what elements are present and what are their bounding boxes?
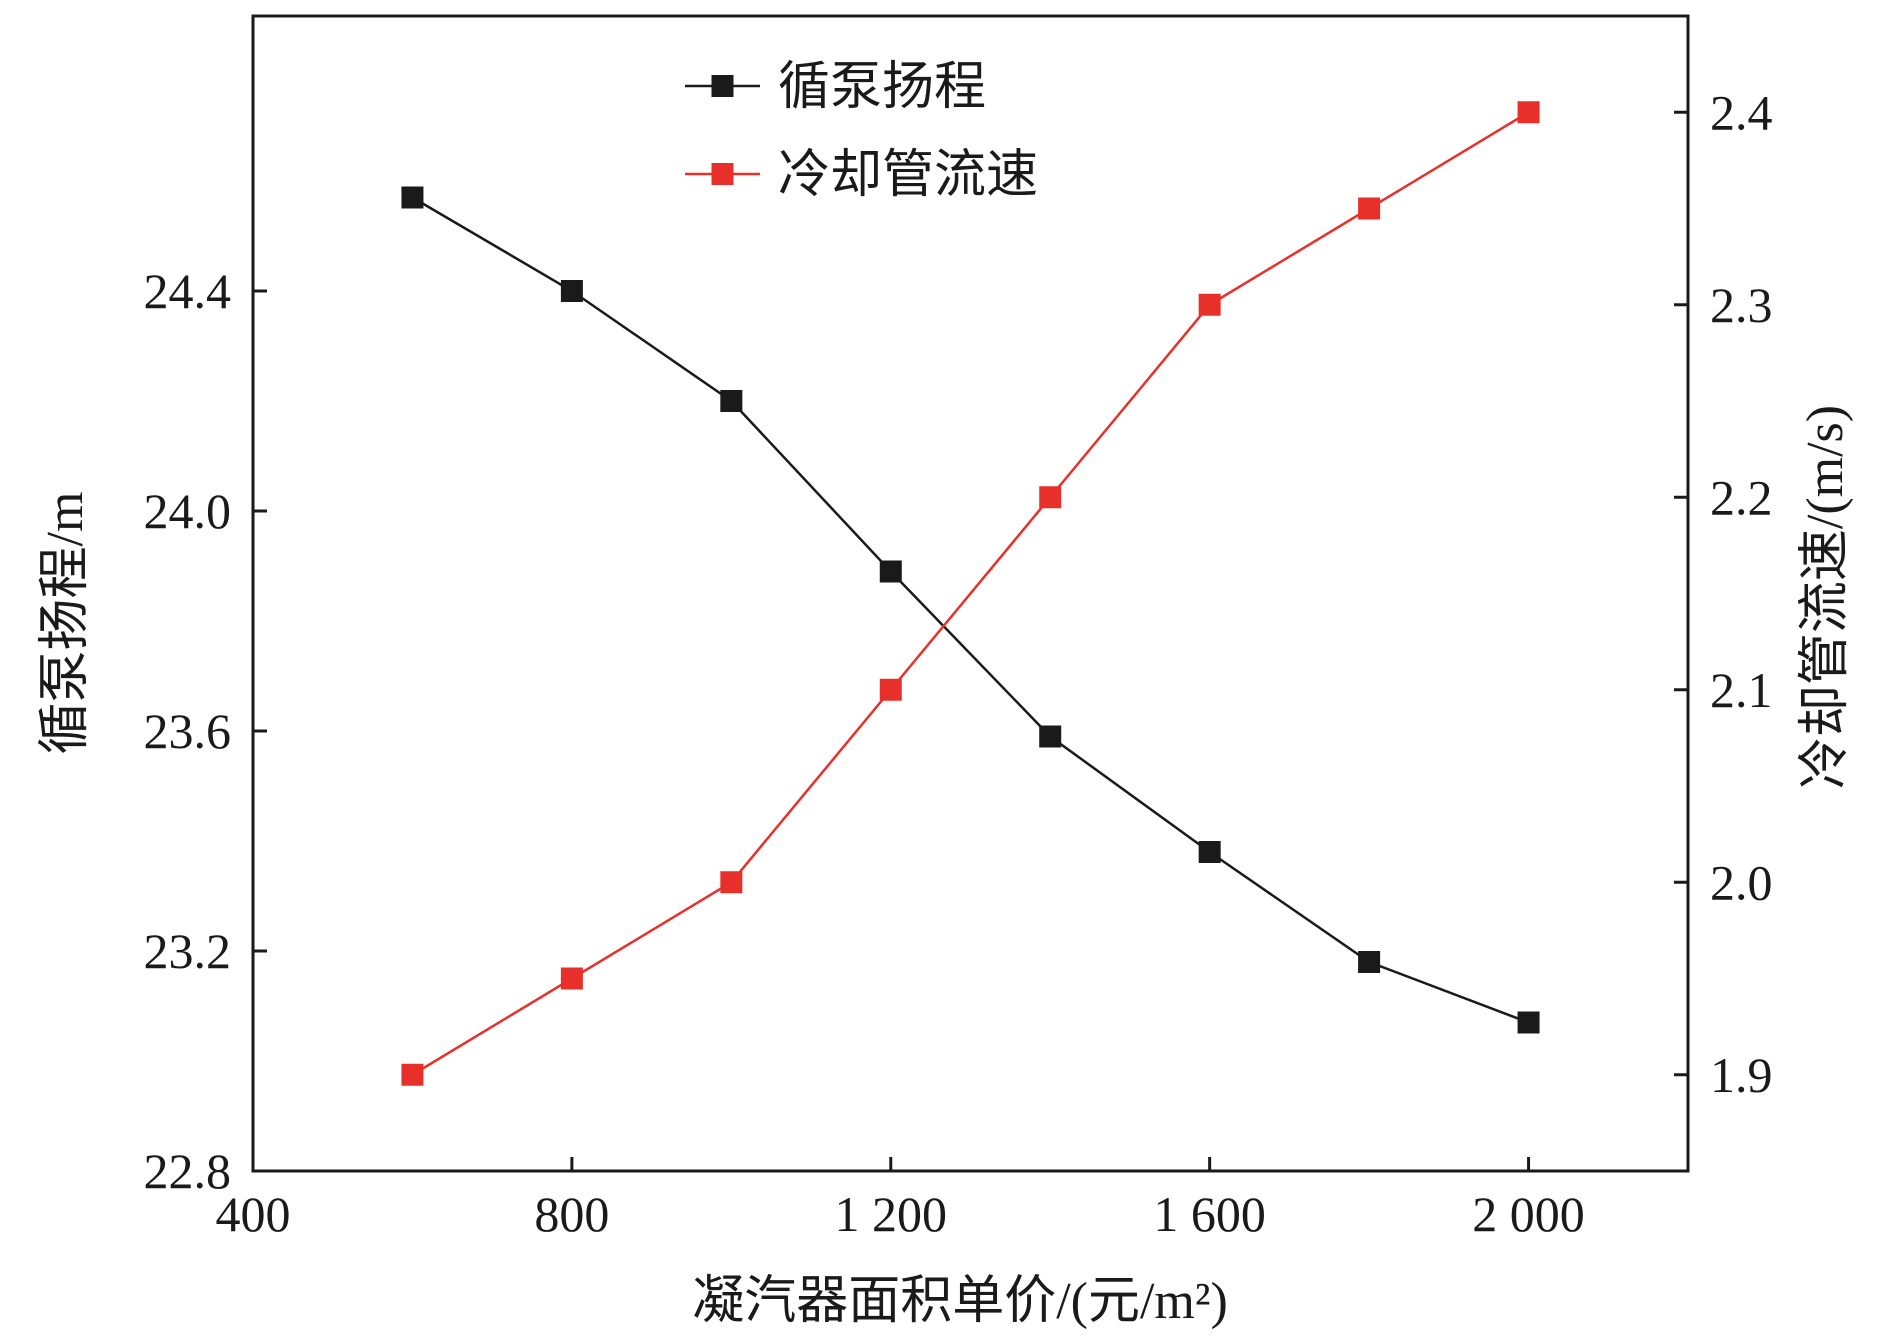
data-point-pump-head xyxy=(720,390,743,412)
data-point-tube-velocity xyxy=(1039,486,1062,509)
x-tick-label: 2 000 xyxy=(1472,1186,1585,1242)
series-line-tube-velocity xyxy=(411,111,1530,1076)
y-left-tick-label: 24.0 xyxy=(144,483,232,539)
plot-border xyxy=(251,14,1690,1173)
data-point-pump-head xyxy=(1358,951,1381,973)
legend-marker-tube-velocity xyxy=(711,163,734,185)
y-left-tick-label: 22.8 xyxy=(144,1143,232,1199)
data-point-tube-velocity xyxy=(720,871,743,894)
y-left-axis-ticks: 22.8 23.2 23.6 24.0 24.4 xyxy=(144,263,267,1199)
legend-label-tube-velocity: 冷却管流速 xyxy=(778,147,1038,204)
y-right-tick-label: 2.1 xyxy=(1710,662,1773,718)
y-right-tick-label: 2.3 xyxy=(1710,277,1773,333)
y-right-tick-label: 2.0 xyxy=(1710,854,1773,910)
y-left-axis-title: 循泵扬程/m xyxy=(37,492,94,755)
data-point-pump-head xyxy=(1517,1011,1540,1034)
x-axis-title: 凝汽器面积单价/(元/m²) xyxy=(692,1273,1228,1330)
data-point-pump-head xyxy=(1039,725,1062,748)
data-point-tube-velocity xyxy=(1358,197,1381,220)
y-left-tick-label: 23.2 xyxy=(144,923,232,979)
x-tick-label: 400 xyxy=(216,1186,291,1242)
data-point-pump-head xyxy=(879,560,902,583)
y-right-tick-label: 1.9 xyxy=(1710,1047,1773,1103)
data-point-pump-head xyxy=(1198,841,1221,863)
x-tick-label: 800 xyxy=(534,1186,609,1242)
y-right-axis-ticks: 1.9 2.0 2.1 2.2 2.3 2.4 xyxy=(1674,84,1773,1103)
y-right-tick-label: 2.4 xyxy=(1710,84,1773,140)
data-point-pump-head xyxy=(401,186,424,209)
series-line-pump-head xyxy=(411,196,1529,1024)
x-tick-label: 1 600 xyxy=(1153,1186,1266,1242)
x-tick-label: 1 200 xyxy=(835,1186,948,1242)
legend-label-pump-head: 循泵扬程 xyxy=(778,59,986,116)
data-point-tube-velocity xyxy=(1517,101,1540,124)
y-left-tick-label: 24.4 xyxy=(144,263,232,319)
plot-frame xyxy=(251,14,1690,1173)
legend-marker-pump-head xyxy=(711,75,734,97)
series-layer xyxy=(401,101,1540,1086)
x-axis-ticks: 400 800 1 200 1 600 2 000 xyxy=(216,1157,1585,1242)
y-left-tick-label: 23.6 xyxy=(144,703,232,759)
y-right-tick-label: 2.2 xyxy=(1710,469,1773,525)
data-point-tube-velocity xyxy=(879,678,902,701)
data-point-tube-velocity xyxy=(401,1063,424,1086)
y-right-axis-title: 冷却管流速/(m/s) xyxy=(1797,405,1854,789)
data-point-tube-velocity xyxy=(560,967,583,990)
data-point-pump-head xyxy=(560,280,583,302)
data-point-tube-velocity xyxy=(1198,293,1221,316)
